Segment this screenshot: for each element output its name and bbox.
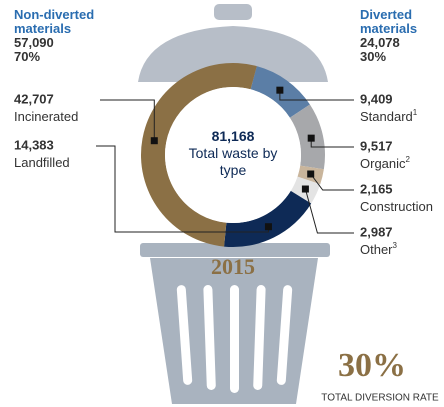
footnote: 1 (413, 108, 418, 117)
category-label: Incinerated (14, 109, 78, 124)
group-value: 57,090 (14, 36, 124, 50)
value-label: 2,987 (360, 224, 393, 239)
diversion-rate: 30% (338, 347, 406, 384)
value-label: 9,409 (360, 91, 393, 106)
leader-marker (302, 186, 309, 193)
category-label: Standard1 (360, 108, 418, 124)
category-label: Landfilled (14, 155, 70, 170)
year: 2015 (211, 254, 255, 279)
leader-marker (265, 223, 272, 230)
leader-marker (308, 135, 315, 142)
total: 81,168 (183, 128, 283, 145)
category-label: Construction (360, 199, 433, 214)
infographic: 2015 30% TOTAL DIVERSION RATE 9,409 Stand… (0, 0, 444, 407)
leader-marker (151, 137, 158, 144)
footnote: 3 (393, 241, 398, 250)
category-name: Organic (360, 156, 406, 171)
category-label: Other3 (360, 241, 398, 257)
value-label: 14,383 (14, 137, 54, 152)
center-text: Total waste by type (183, 145, 283, 179)
group-diverted: Diverted materials 24,078 30% (360, 8, 440, 64)
group-non-diverted: Non-diverted materials 57,090 70% (14, 8, 124, 64)
category-name: Incinerated (14, 109, 78, 124)
footnote: 2 (406, 155, 411, 164)
diversion-caption: TOTAL DIVERSION RATE (321, 393, 439, 404)
group-value: 24,078 (360, 36, 440, 50)
category-label: Organic2 (360, 155, 411, 171)
leader-marker (276, 87, 283, 94)
value-label: 2,165 (360, 181, 393, 196)
group-percent: 30% (360, 50, 440, 64)
value-label: 9,517 (360, 138, 393, 153)
group-percent: 70% (14, 50, 124, 64)
leader-marker (307, 171, 314, 178)
category-name: Other (360, 242, 393, 257)
group-title: Non-diverted materials (14, 8, 124, 36)
group-title: Diverted materials (360, 8, 440, 36)
center-label: 81,168 Total waste by type (183, 128, 283, 179)
value-label: 42,707 (14, 91, 54, 106)
category-name: Construction (360, 199, 433, 214)
category-name: Landfilled (14, 155, 70, 170)
category-name: Standard (360, 109, 413, 124)
